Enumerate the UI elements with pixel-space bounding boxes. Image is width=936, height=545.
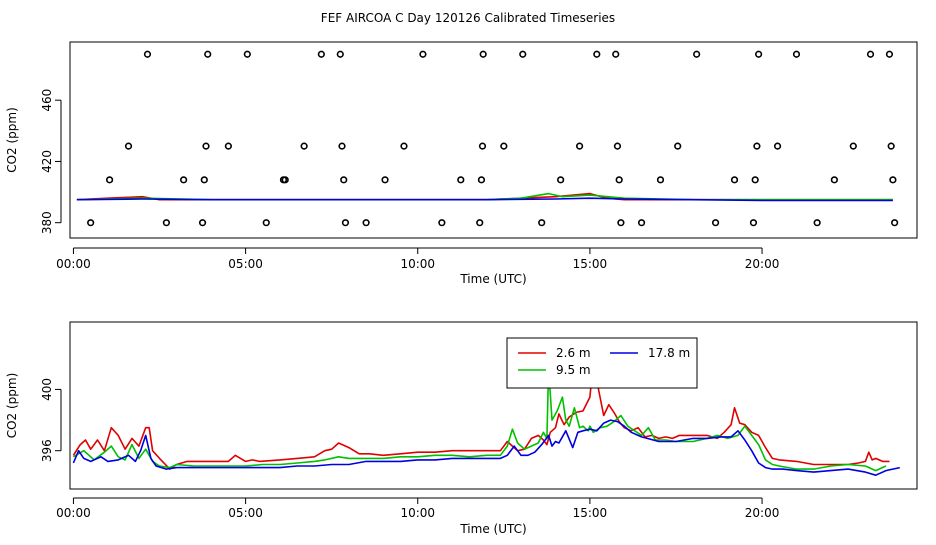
- y-tick-label: 460: [40, 89, 54, 112]
- top-panel-scatter: 00:00 05:00 10:00 15:00 20:00 Time (UTC) 380 42…: [5, 41, 918, 286]
- data-point: [362, 219, 370, 227]
- data-point: [478, 142, 487, 150]
- data-point: [419, 50, 427, 58]
- x-axis-label: Time (UTC): [459, 272, 526, 286]
- plot-frame: [69, 41, 918, 239]
- bottom-panel-lines: 00:00 05:00 10:00 15:00 20:00 Time (UTC) 396 40…: [5, 321, 918, 536]
- plot-frame: [69, 321, 918, 490]
- data-point: [340, 176, 348, 184]
- data-point: [476, 219, 484, 227]
- data-point: [891, 219, 899, 227]
- data-point: [162, 219, 171, 227]
- data-point: [87, 219, 95, 227]
- data-point: [612, 50, 620, 58]
- legend-label: 17.8 m: [648, 346, 690, 360]
- data-point: [200, 176, 208, 184]
- x-tick-label: 15:00: [573, 257, 608, 271]
- series-group: [76, 192, 893, 202]
- data-point: [180, 176, 188, 184]
- data-point: [617, 219, 625, 227]
- legend-label: 9.5 m: [556, 363, 591, 377]
- series-line-17-8-m: [72, 419, 900, 477]
- data-point: [381, 176, 389, 184]
- data-point: [202, 142, 210, 150]
- x-tick-label: 20:00: [745, 257, 780, 271]
- x-tick-label: 15:00: [573, 506, 608, 520]
- x-tick-label: 05:00: [228, 257, 263, 271]
- x-tick-label: 10:00: [400, 506, 435, 520]
- data-point: [830, 176, 838, 184]
- y-tick-label: 400: [40, 378, 54, 401]
- data-point: [400, 142, 408, 150]
- data-point: [693, 50, 701, 58]
- data-point: [711, 219, 720, 227]
- legend-label: 2.6 m: [556, 346, 591, 360]
- data-point: [338, 142, 346, 150]
- data-point: [477, 176, 486, 184]
- data-point: [755, 50, 763, 58]
- data-point: [887, 142, 895, 150]
- data-point: [300, 142, 308, 150]
- y-tick-label: 380: [40, 211, 54, 234]
- data-point: [792, 50, 801, 58]
- data-point: [336, 50, 344, 58]
- data-point: [243, 50, 251, 58]
- data-point: [637, 219, 646, 227]
- series-line-9-5-m: [72, 367, 887, 472]
- y-tick-label: 420: [40, 150, 54, 173]
- data-point: [143, 50, 152, 58]
- data-point: [656, 176, 665, 184]
- y-tick-label: 396: [40, 439, 54, 462]
- data-point: [885, 50, 894, 58]
- data-point: [889, 176, 897, 184]
- legend-box: [506, 337, 698, 389]
- data-point: [457, 176, 465, 184]
- data-point: [281, 176, 289, 184]
- data-point: [593, 50, 601, 58]
- data-point: [557, 176, 565, 184]
- series-group: [72, 339, 900, 477]
- data-point: [613, 142, 622, 150]
- x-tick-label: 05:00: [228, 506, 263, 520]
- x-tick-label: 10:00: [400, 257, 435, 271]
- series-line-2-6-m: [72, 339, 890, 470]
- y-axis-label: CO2 (ppm): [5, 373, 19, 439]
- data-point: [204, 50, 212, 58]
- x-axis-label: Time (UTC): [459, 522, 526, 536]
- data-point: [751, 176, 759, 184]
- data-point: [730, 176, 739, 184]
- data-point: [262, 219, 270, 227]
- data-point: [479, 50, 487, 58]
- data-point: [105, 176, 114, 184]
- data-point: [317, 50, 325, 58]
- data-point: [500, 142, 508, 150]
- x-tick-label: 00:00: [56, 506, 91, 520]
- data-point: [849, 142, 857, 150]
- data-point: [341, 219, 350, 227]
- x-tick-label: 20:00: [745, 506, 780, 520]
- data-point: [749, 219, 758, 227]
- data-point: [519, 50, 527, 58]
- data-point: [124, 142, 133, 150]
- data-point: [438, 219, 446, 227]
- data-point: [575, 142, 584, 150]
- data-point: [773, 142, 782, 150]
- y-axis-label: CO2 (ppm): [5, 107, 19, 173]
- data-point: [866, 50, 875, 58]
- data-point: [224, 142, 232, 150]
- chart-title: FEF AIRCOA C Day 120126 Calibrated Times…: [321, 11, 615, 25]
- data-point: [674, 142, 682, 150]
- data-point: [753, 142, 761, 150]
- data-point: [538, 219, 546, 227]
- data-point: [813, 219, 821, 227]
- x-tick-label: 00:00: [56, 257, 91, 271]
- data-point: [615, 176, 623, 184]
- data-point: [198, 219, 207, 227]
- series-line-17-8-m: [76, 197, 893, 202]
